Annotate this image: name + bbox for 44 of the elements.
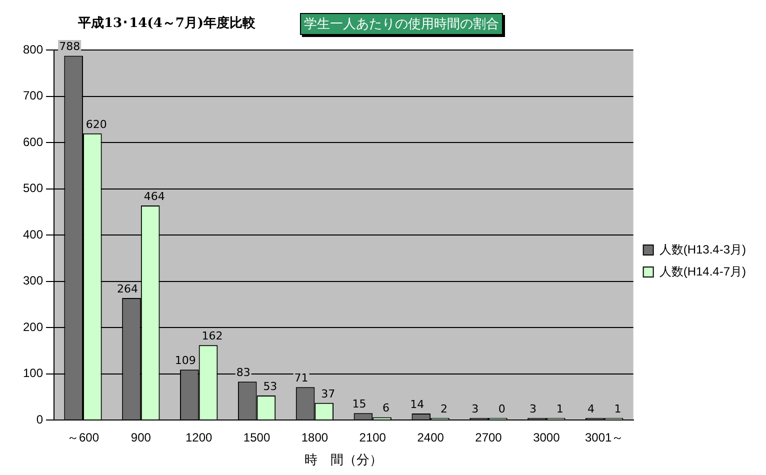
y-tick-label: 700	[22, 88, 44, 103]
data-label: 53	[263, 380, 278, 393]
y-tick-label: 300	[22, 274, 44, 288]
data-label: 3	[472, 402, 479, 416]
data-label: 620	[86, 118, 107, 131]
data-label: 264	[117, 282, 138, 296]
chart-subtitle: 平成13･14(4～7月)年度比較	[78, 14, 256, 32]
y-tick-label: 400	[22, 227, 44, 242]
data-label: 2	[440, 402, 448, 416]
x-tick-label: 1200	[185, 430, 213, 445]
y-tick-label: 500	[22, 181, 44, 196]
x-tick-label: 900	[130, 430, 152, 445]
y-tick-label: 800	[22, 42, 44, 57]
y-tick-label: 200	[22, 320, 44, 334]
data-label: 1	[614, 402, 622, 416]
x-tick-label: 1800	[301, 430, 328, 445]
data-label: 1	[556, 402, 564, 416]
y-tick-label: 600	[22, 134, 44, 149]
data-label: 788	[59, 40, 80, 54]
x-tick-label: 3001～	[585, 430, 624, 445]
x-tick-label: 2700	[475, 430, 502, 445]
x-tick-label: 2400	[417, 430, 444, 445]
x-tick-label: 1500	[243, 430, 270, 445]
data-label: 37	[321, 387, 336, 400]
data-label: 109	[174, 354, 196, 367]
legend-label: 人数(H14.4-7月)	[659, 264, 746, 278]
data-label: 4	[587, 402, 594, 416]
data-label: 15	[352, 397, 366, 410]
y-tick-label: 100	[22, 366, 44, 380]
data-label: 6	[382, 402, 390, 415]
y-tick-label: 0	[36, 412, 44, 426]
chart-title: 学生一人あたりの使用時間の割合	[300, 13, 503, 35]
x-tick-label: ～600	[66, 430, 100, 445]
data-label: 464	[144, 190, 165, 203]
x-tick-label: 2100	[359, 430, 386, 445]
data-label: 14	[410, 398, 424, 411]
data-label: 162	[202, 329, 223, 342]
data-label: 0	[498, 402, 506, 416]
legend-label: 人数(H13.4-3月)	[659, 242, 746, 256]
x-axis-title: 時 間（分）	[304, 452, 383, 467]
data-label: 3	[530, 402, 537, 416]
data-label: 83	[236, 366, 250, 379]
x-tick-label: 3000	[533, 430, 560, 445]
data-label: 71	[294, 372, 308, 385]
